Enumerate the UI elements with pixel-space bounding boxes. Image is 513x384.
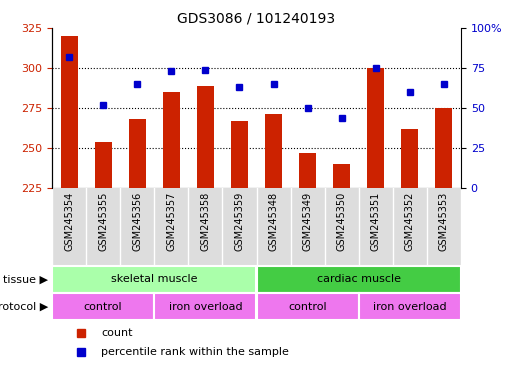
Bar	[359, 293, 461, 320]
Bar	[256, 293, 359, 320]
Text: GSM245355: GSM245355	[98, 192, 108, 251]
Text: GSM245354: GSM245354	[64, 192, 74, 251]
Text: GSM245359: GSM245359	[234, 192, 245, 251]
Text: tissue ▶: tissue ▶	[3, 275, 48, 285]
Title: GDS3086 / 101240193: GDS3086 / 101240193	[177, 12, 336, 25]
Text: cardiac muscle: cardiac muscle	[317, 275, 401, 285]
Text: GSM245352: GSM245352	[405, 192, 415, 251]
Bar	[401, 129, 419, 188]
Text: control: control	[288, 301, 327, 311]
Bar	[61, 36, 77, 188]
Text: protocol ▶: protocol ▶	[0, 301, 48, 311]
Bar	[299, 153, 316, 188]
Bar	[231, 121, 248, 188]
Bar	[265, 114, 282, 188]
Text: GSM245356: GSM245356	[132, 192, 142, 251]
Text: count: count	[101, 328, 132, 338]
Text: GSM245349: GSM245349	[303, 192, 312, 251]
Text: percentile rank within the sample: percentile rank within the sample	[101, 348, 289, 358]
Text: GSM245348: GSM245348	[268, 192, 279, 251]
Bar	[154, 293, 256, 320]
Text: GSM245351: GSM245351	[371, 192, 381, 251]
Text: GSM245358: GSM245358	[201, 192, 210, 251]
Bar	[333, 164, 350, 188]
Bar	[436, 108, 452, 188]
Text: iron overload: iron overload	[169, 301, 242, 311]
Text: control: control	[84, 301, 123, 311]
Bar	[129, 119, 146, 188]
Text: GSM245350: GSM245350	[337, 192, 347, 251]
Bar	[367, 68, 384, 188]
Text: GSM245353: GSM245353	[439, 192, 449, 251]
Bar	[94, 142, 112, 188]
Bar	[163, 92, 180, 188]
Text: iron overload: iron overload	[373, 301, 447, 311]
Bar	[52, 293, 154, 320]
Bar	[52, 266, 256, 293]
Bar	[256, 266, 461, 293]
Bar	[197, 86, 214, 188]
Text: skeletal muscle: skeletal muscle	[111, 275, 198, 285]
Text: GSM245357: GSM245357	[166, 192, 176, 251]
